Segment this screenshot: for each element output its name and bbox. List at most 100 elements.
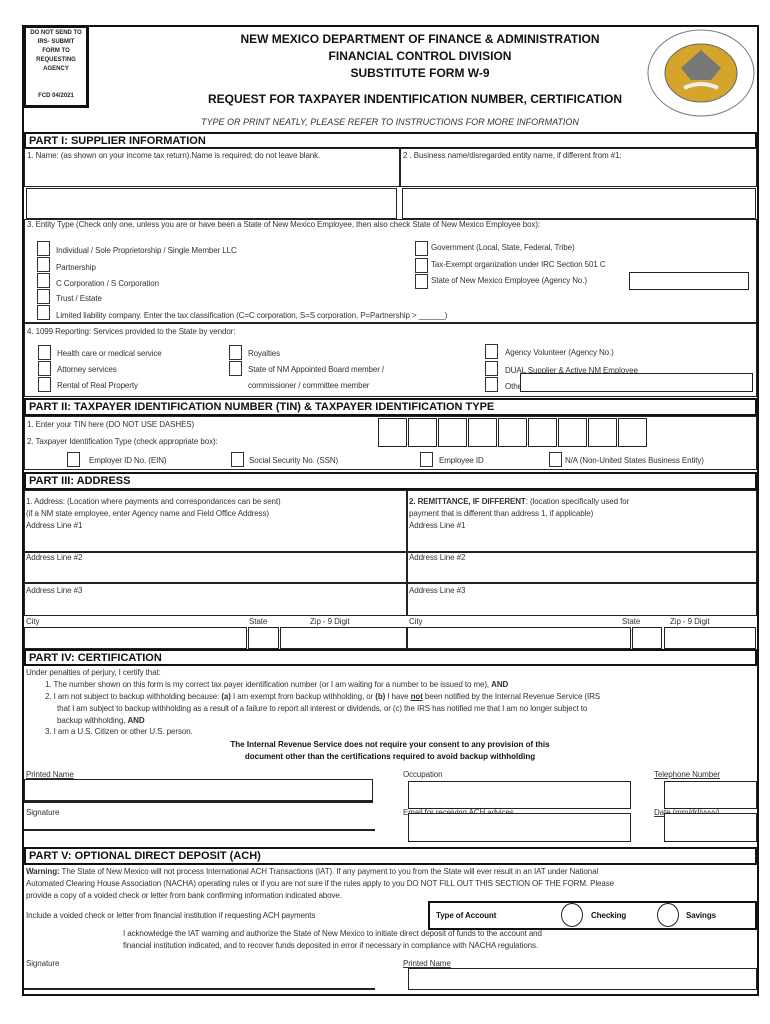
checkbox-board-member[interactable] bbox=[229, 361, 242, 376]
signature-label: Signature bbox=[26, 808, 60, 817]
printed-name-label: Printed Name bbox=[26, 770, 74, 779]
ach-printed-name-label: Printed Name bbox=[403, 959, 451, 968]
zip-input[interactable] bbox=[280, 627, 407, 649]
ach-signature-line[interactable] bbox=[24, 970, 375, 990]
remit-city-input[interactable] bbox=[407, 627, 631, 649]
entity-individual-label: Individual / Sole Proprietorship / Singl… bbox=[56, 246, 237, 255]
checkbox-na[interactable] bbox=[549, 452, 562, 467]
address-desc-1: 1. Address: (Location where payments and… bbox=[26, 497, 281, 506]
division-title: FINANCIAL CONTROL DIVISION bbox=[328, 49, 512, 63]
ein-label: Employer ID No. (EIN) bbox=[89, 456, 167, 465]
agency-number-input[interactable] bbox=[629, 272, 749, 290]
checkbox-llc[interactable] bbox=[37, 305, 50, 320]
notice-box: DO NOT SEND TO IRS- SUBMIT FORM TO REQUE… bbox=[24, 26, 89, 108]
entity-tax-exempt-label: Tax-Exempt organization under IRC Sectio… bbox=[431, 260, 606, 269]
address3-cell[interactable] bbox=[24, 583, 407, 616]
entity-corporation-label: C Corporation / S Corporation bbox=[56, 279, 159, 288]
savings-radio[interactable] bbox=[657, 903, 679, 927]
business-label-cell bbox=[400, 148, 757, 187]
checkbox-individual[interactable] bbox=[37, 241, 50, 256]
remit-desc-1: 2. REMITTANCE, IF DIFFERENT: (location s… bbox=[409, 497, 629, 506]
agency-volunteer-label: Agency Volunteer (Agency No.) bbox=[505, 348, 614, 357]
cert-item-2a: 2. I am not subject to backup withholdin… bbox=[45, 692, 222, 701]
checking-radio[interactable] bbox=[561, 903, 583, 927]
agency-title: NEW MEXICO DEPARTMENT OF FINANCE & ADMIN… bbox=[240, 32, 600, 46]
entity-trust-label: Trust / Estate bbox=[56, 294, 102, 303]
checkbox-dual[interactable] bbox=[485, 361, 498, 376]
checkbox-ssn[interactable] bbox=[231, 452, 244, 467]
telephone-input[interactable] bbox=[664, 781, 757, 809]
other-input[interactable] bbox=[520, 373, 753, 392]
tin-digit-6[interactable] bbox=[528, 418, 557, 447]
include-check-text: Include a voided check or letter from fi… bbox=[26, 911, 316, 920]
irs-notice-2: document other than the certifications r… bbox=[244, 752, 536, 761]
state-input[interactable] bbox=[248, 627, 279, 649]
checkbox-partnership[interactable] bbox=[37, 257, 50, 272]
board-member-label-2: commissioner / committee member bbox=[248, 381, 370, 390]
savings-label: Savings bbox=[686, 911, 716, 920]
checkbox-ein[interactable] bbox=[67, 452, 80, 467]
form-title: SUBSTITUTE FORM W-9 bbox=[350, 66, 490, 80]
tin-digit-7[interactable] bbox=[558, 418, 587, 447]
tin-digit-9[interactable] bbox=[618, 418, 647, 447]
dual-label: DUAL Supplier & Active NM Employee bbox=[505, 366, 638, 375]
tin-digit-3[interactable] bbox=[438, 418, 467, 447]
cert-b: (b) bbox=[375, 692, 386, 701]
checkbox-royalties[interactable] bbox=[229, 345, 242, 360]
entity-partnership-label: Partnership bbox=[56, 263, 96, 272]
tin-digit-1[interactable] bbox=[378, 418, 407, 447]
form-code: FCD 04/2021 bbox=[38, 93, 74, 99]
city-input[interactable] bbox=[24, 627, 247, 649]
and-2: AND bbox=[127, 716, 145, 725]
entity-type-section bbox=[24, 219, 757, 323]
tin-digit-boxes bbox=[378, 418, 647, 447]
address-line3-label: Address Line #3 bbox=[26, 586, 83, 595]
checkbox-government[interactable] bbox=[415, 241, 428, 256]
checkbox-corporation[interactable] bbox=[37, 273, 50, 288]
checkbox-other[interactable] bbox=[485, 377, 498, 392]
occupation-label: Occupation bbox=[403, 770, 443, 779]
request-title: REQUEST FOR TAXPAYER INDENTIFICATION NUM… bbox=[207, 92, 622, 106]
health-care-label: Health care or medical service bbox=[57, 349, 162, 358]
reporting-section bbox=[24, 323, 757, 397]
state-label: State bbox=[249, 617, 268, 626]
date-input[interactable] bbox=[664, 813, 757, 842]
tin-digit-5[interactable] bbox=[498, 418, 527, 447]
printed-name-input[interactable] bbox=[24, 779, 373, 803]
remit-zip-input[interactable] bbox=[664, 627, 756, 649]
checkbox-nm-employee[interactable] bbox=[415, 274, 428, 289]
ack-line-2: financial institution indicated, and to … bbox=[123, 941, 539, 950]
checkbox-tax-exempt[interactable] bbox=[415, 258, 428, 273]
entity-llc-label: Limited liability company. Enter the tax… bbox=[56, 311, 448, 320]
remit3-cell[interactable] bbox=[407, 583, 757, 616]
remit2-cell[interactable] bbox=[407, 552, 757, 583]
business-name-label: 2 . Business name/disregarded entity nam… bbox=[403, 151, 622, 160]
checkbox-attorney[interactable] bbox=[38, 361, 51, 376]
cert-item-2b: I am exempt from backup withholding, or bbox=[230, 692, 376, 701]
warning-label: Warning: bbox=[26, 867, 60, 876]
occupation-input[interactable] bbox=[408, 781, 631, 809]
remit-state-input[interactable] bbox=[632, 627, 662, 649]
tin-digit-4[interactable] bbox=[468, 418, 497, 447]
checkbox-health-care[interactable] bbox=[38, 345, 51, 360]
checkbox-employee-id[interactable] bbox=[420, 452, 433, 467]
email-input[interactable] bbox=[408, 813, 631, 842]
business-name-input[interactable] bbox=[402, 188, 756, 219]
attorney-label: Attorney services bbox=[57, 365, 117, 374]
checkbox-rental[interactable] bbox=[38, 377, 51, 392]
signature-line[interactable] bbox=[24, 815, 375, 831]
cert-item-2-line3: backup withholding, AND bbox=[57, 716, 145, 725]
part1-header: PART I: SUPPLIER INFORMATION bbox=[24, 132, 757, 149]
checkbox-agency-volunteer[interactable] bbox=[485, 344, 498, 359]
tin-type-label: 2. Taxpayer Identification Type (check a… bbox=[27, 437, 218, 446]
remit-state-label: State bbox=[622, 617, 641, 626]
name-input[interactable] bbox=[26, 188, 397, 219]
address2-cell[interactable] bbox=[24, 552, 407, 583]
part4-header: PART IV: CERTIFICATION bbox=[24, 649, 757, 666]
ach-printed-name-input[interactable] bbox=[408, 968, 757, 990]
remit-line3-label: Address Line #3 bbox=[409, 586, 466, 595]
tin-digit-2[interactable] bbox=[408, 418, 437, 447]
checkbox-trust[interactable] bbox=[37, 289, 50, 304]
tin-digit-8[interactable] bbox=[588, 418, 617, 447]
name-label: 1. Name: (as shown on your income tax re… bbox=[27, 151, 321, 160]
